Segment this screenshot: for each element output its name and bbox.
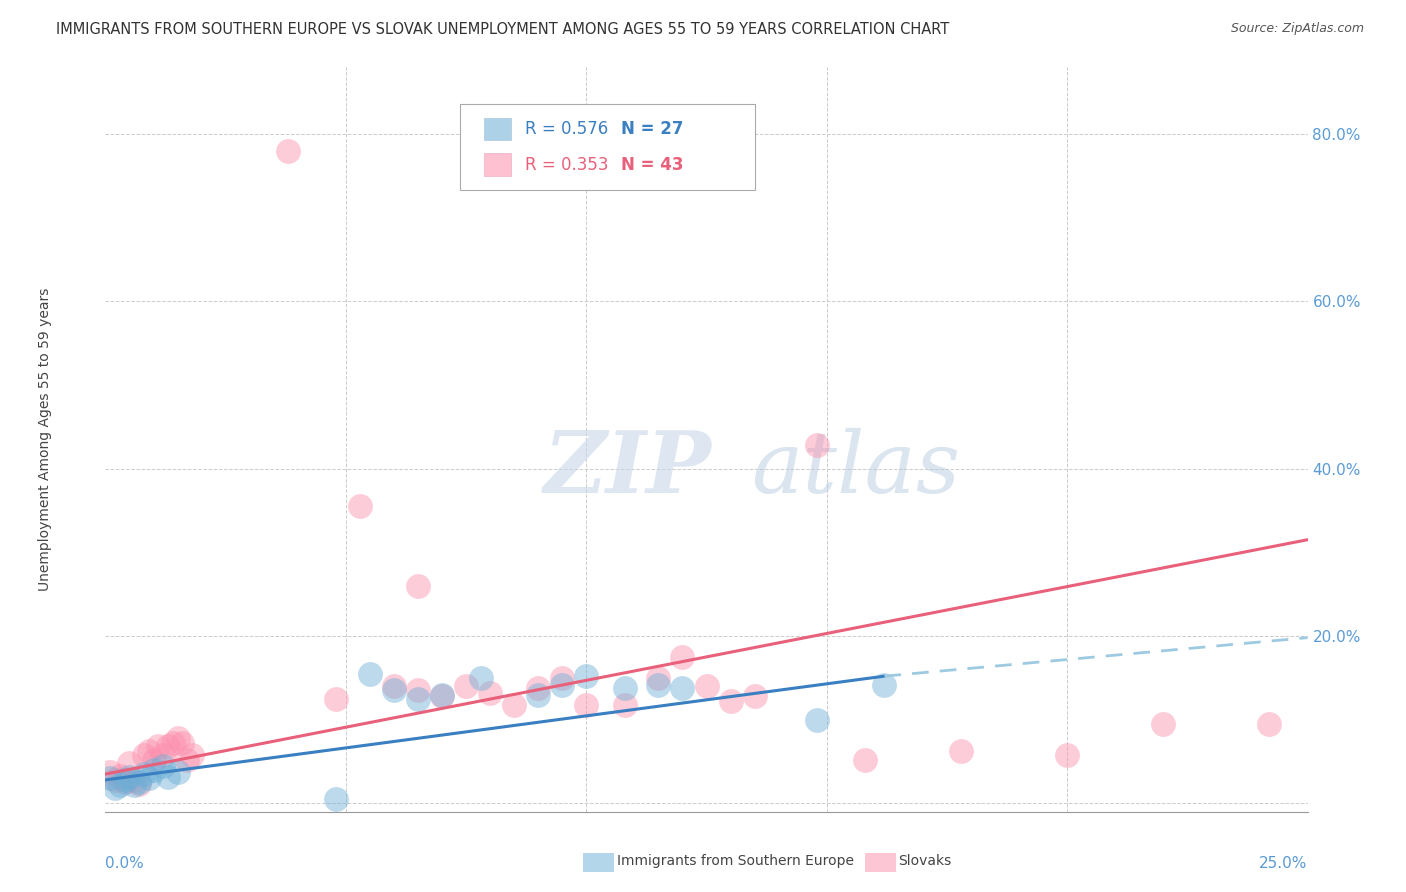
FancyBboxPatch shape: [484, 118, 510, 140]
Point: [138, 771, 160, 785]
Point: [132, 747, 155, 762]
Point: [98, 764, 121, 779]
Point: [162, 736, 184, 750]
Point: [382, 683, 405, 698]
Point: [503, 698, 526, 712]
Point: [575, 698, 598, 712]
Text: Slovaks: Slovaks: [898, 854, 952, 868]
Text: Source: ZipAtlas.com: Source: ZipAtlas.com: [1230, 22, 1364, 36]
Text: 25.0%: 25.0%: [1260, 856, 1308, 871]
Point: [382, 679, 405, 693]
Point: [1056, 747, 1078, 762]
Point: [479, 686, 502, 700]
Text: ZIP: ZIP: [544, 427, 711, 511]
Point: [406, 691, 429, 706]
Point: [156, 739, 179, 754]
Point: [108, 778, 131, 792]
Text: Unemployment Among Ages 55 to 59 years: Unemployment Among Ages 55 to 59 years: [38, 287, 52, 591]
Point: [349, 500, 371, 514]
Point: [744, 690, 766, 704]
Point: [176, 753, 198, 767]
Point: [430, 688, 453, 702]
Point: [873, 677, 896, 691]
Point: [166, 764, 188, 779]
Text: R = 0.353: R = 0.353: [524, 155, 609, 174]
Point: [98, 771, 121, 785]
Point: [104, 781, 127, 796]
FancyBboxPatch shape: [460, 104, 755, 190]
Point: [950, 744, 973, 758]
Point: [132, 767, 155, 781]
Point: [118, 770, 141, 784]
Point: [853, 753, 876, 767]
Point: [527, 681, 550, 695]
Point: [124, 772, 146, 787]
Text: atlas: atlas: [751, 428, 960, 510]
Point: [527, 688, 550, 702]
Point: [613, 681, 636, 695]
Text: 0.0%: 0.0%: [105, 856, 145, 871]
Point: [1152, 716, 1174, 731]
Point: [156, 770, 179, 784]
Point: [406, 579, 429, 593]
Point: [551, 671, 574, 685]
Point: [647, 677, 669, 691]
Point: [671, 649, 693, 664]
Text: IMMIGRANTS FROM SOUTHERN EUROPE VS SLOVAK UNEMPLOYMENT AMONG AGES 55 TO 59 YEARS: IMMIGRANTS FROM SOUTHERN EUROPE VS SLOVA…: [56, 22, 949, 37]
Point: [138, 744, 160, 758]
Point: [128, 774, 150, 789]
Point: [114, 775, 136, 789]
Text: Immigrants from Southern Europe: Immigrants from Southern Europe: [617, 854, 855, 868]
Point: [277, 144, 299, 158]
Point: [806, 713, 828, 727]
FancyBboxPatch shape: [484, 153, 510, 176]
Point: [172, 736, 194, 750]
Point: [1258, 716, 1281, 731]
Point: [325, 691, 347, 706]
Point: [575, 669, 598, 683]
Point: [166, 731, 188, 745]
Point: [114, 772, 136, 787]
Point: [152, 758, 174, 772]
Point: [181, 747, 204, 762]
Point: [720, 694, 742, 708]
Point: [148, 739, 170, 754]
Point: [325, 792, 347, 806]
Point: [647, 671, 669, 685]
Point: [613, 698, 636, 712]
Point: [152, 747, 174, 762]
Point: [454, 679, 477, 693]
Point: [470, 671, 492, 685]
Point: [118, 756, 141, 771]
Text: R = 0.576: R = 0.576: [524, 120, 609, 138]
Point: [551, 677, 574, 691]
Point: [359, 666, 381, 681]
Point: [406, 683, 429, 698]
Point: [128, 777, 150, 791]
Point: [108, 769, 131, 783]
Point: [430, 690, 453, 704]
Point: [104, 772, 127, 787]
Point: [806, 438, 828, 452]
Text: N = 43: N = 43: [621, 155, 683, 174]
Point: [142, 763, 165, 777]
Point: [124, 778, 146, 792]
Point: [696, 679, 718, 693]
Text: N = 27: N = 27: [621, 120, 683, 138]
Point: [671, 681, 693, 695]
Point: [142, 753, 165, 767]
